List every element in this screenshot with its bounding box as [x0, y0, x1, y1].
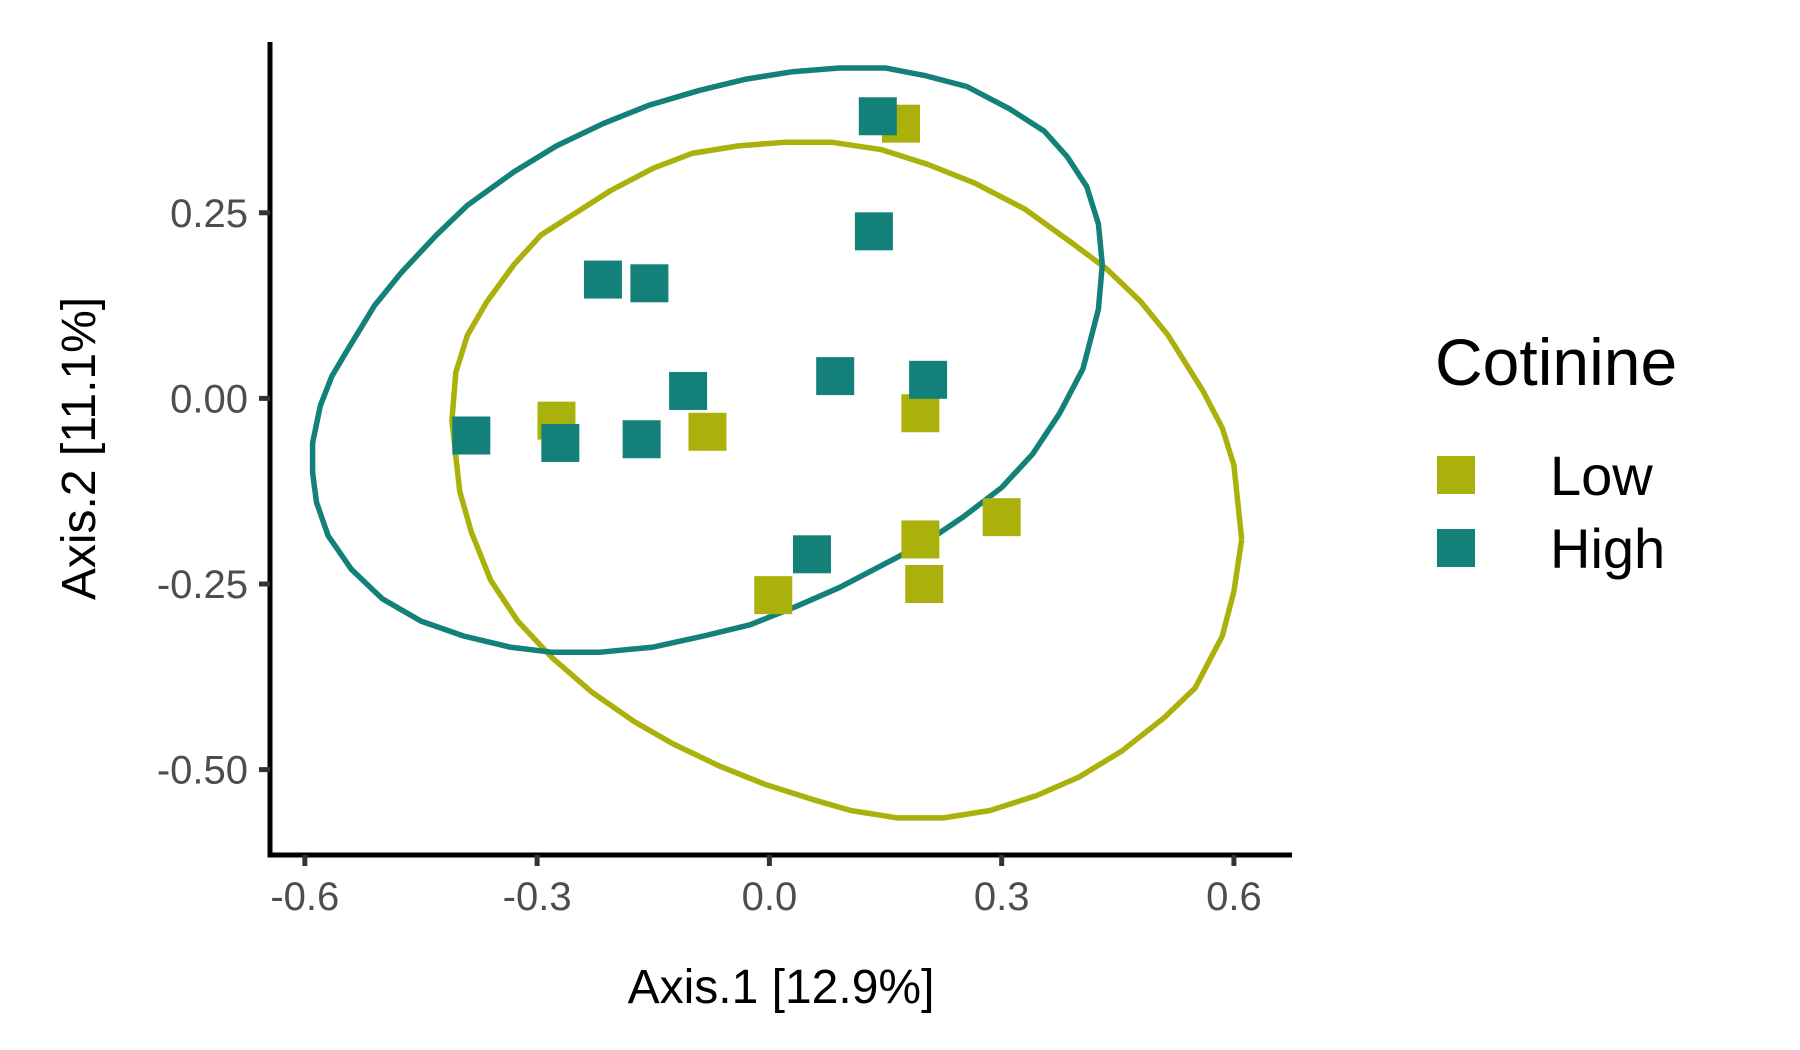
- x-tick-label: 0.0: [742, 875, 798, 919]
- x-tick-label: -0.6: [270, 875, 339, 919]
- point-high: [583, 260, 622, 299]
- legend-key-square: [1437, 456, 1475, 494]
- point-low: [905, 565, 944, 603]
- legend-item-high: High: [1437, 517, 1665, 580]
- point-low: [754, 576, 793, 615]
- axes-layer: 0.25 0.00 -0.25 -0.50 -0.6 -0.3 0.0 0.3 0.6: [157, 42, 1292, 919]
- x-axis-ticks: -0.6 -0.3 0.0 0.3 0.6: [270, 855, 1262, 919]
- point-high: [854, 212, 893, 251]
- point-low: [982, 498, 1021, 537]
- y-axis-title: Axis.2 [11.1%]: [53, 297, 106, 600]
- y-tick-label: -0.50: [157, 749, 248, 793]
- points-layer: [452, 97, 1021, 615]
- point-high: [816, 357, 855, 396]
- x-tick-label: 0.6: [1206, 875, 1262, 919]
- y-tick-label: -0.25: [157, 563, 248, 607]
- legend-key-square: [1437, 529, 1475, 567]
- legend-item-low: Low: [1437, 444, 1653, 507]
- point-high: [792, 535, 831, 574]
- x-axis-title: Axis.1 [12.9%]: [628, 961, 935, 1014]
- point-high: [452, 416, 491, 455]
- legend: Cotinine Low High: [1435, 325, 1677, 580]
- ellipse-high: [309, 65, 1106, 656]
- point-low: [688, 412, 727, 451]
- ellipse-low: [449, 139, 1245, 821]
- x-tick-label: 0.3: [974, 875, 1030, 919]
- point-high: [858, 97, 897, 136]
- point-high: [909, 360, 948, 399]
- point-high: [669, 371, 708, 410]
- legend-items: Low High: [1437, 444, 1665, 580]
- y-tick-label: 0.00: [170, 377, 248, 421]
- legend-title: Cotinine: [1435, 325, 1677, 399]
- point-low: [901, 520, 940, 559]
- point-low: [901, 394, 940, 433]
- legend-label: High: [1550, 517, 1665, 580]
- ellipses-layer: [309, 65, 1245, 821]
- y-tick-label: 0.25: [170, 192, 248, 236]
- point-high: [630, 264, 669, 303]
- point-high: [622, 420, 661, 459]
- y-axis-ticks: 0.25 0.00 -0.25 -0.50: [157, 192, 270, 793]
- legend-label: Low: [1550, 444, 1653, 507]
- point-high: [541, 423, 580, 462]
- x-tick-label: -0.3: [503, 875, 572, 919]
